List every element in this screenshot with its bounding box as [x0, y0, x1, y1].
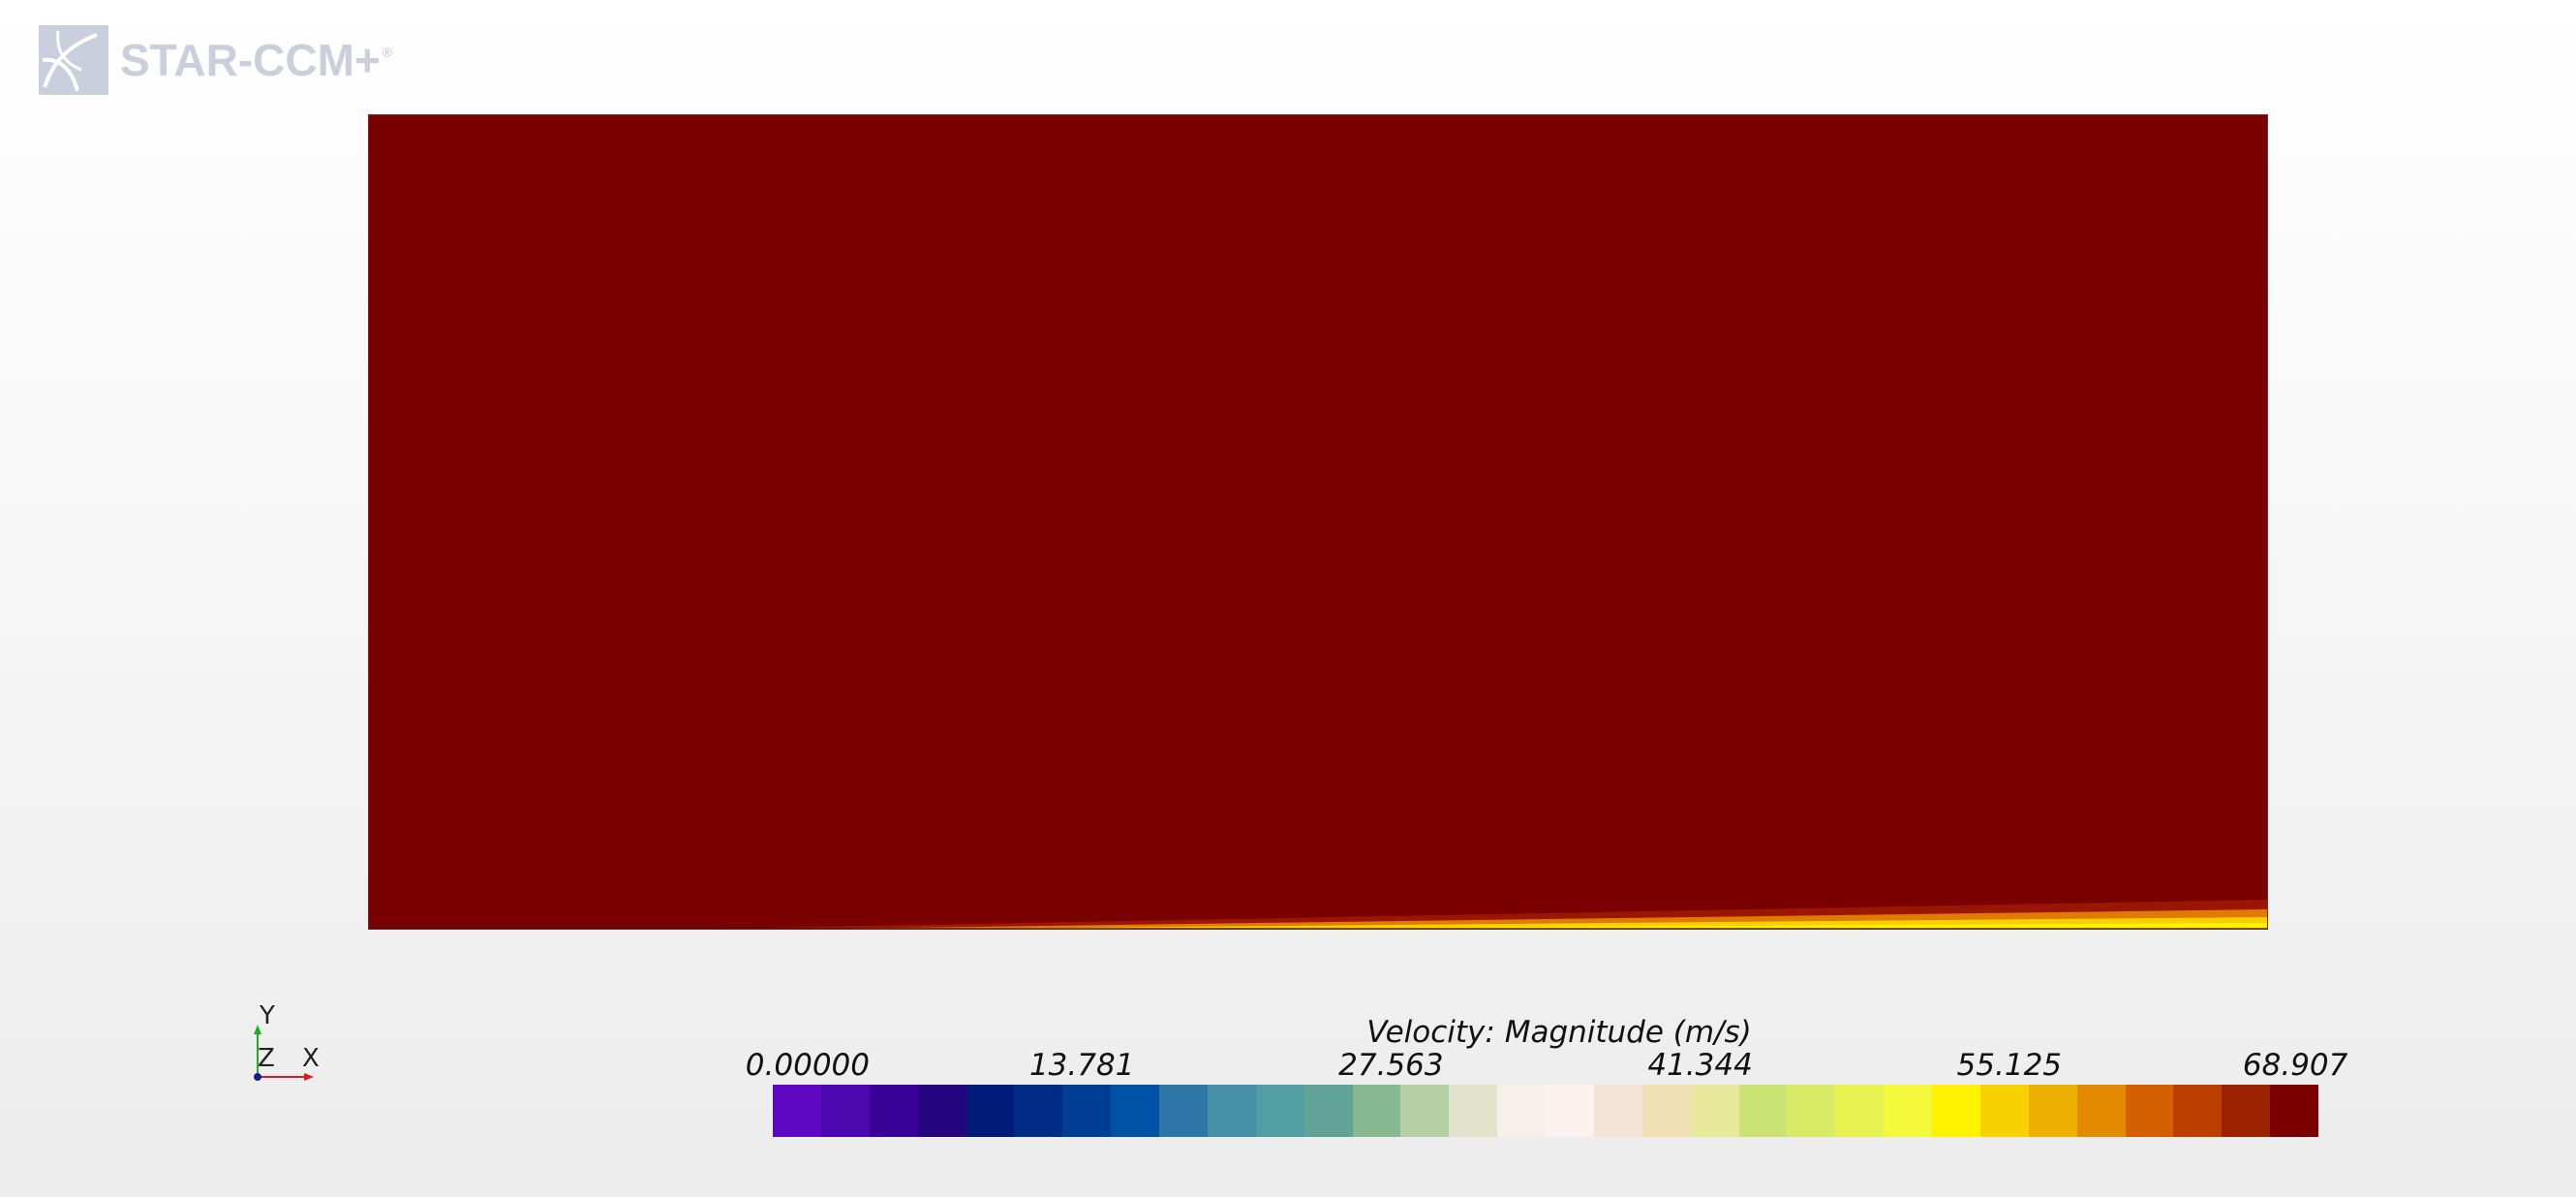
- colorbar-swatch: [1738, 1085, 1788, 1137]
- colorbar-swatch: [1787, 1085, 1836, 1137]
- colorbar-swatch: [2125, 1085, 2174, 1137]
- colorbar-swatch: [1255, 1085, 1304, 1137]
- colorbar-swatch: [1546, 1085, 1594, 1137]
- boundary-layer-yellow: [1213, 923, 2267, 929]
- colorbar-swatch: [1449, 1085, 1498, 1137]
- colorbar-swatch: [1593, 1085, 1642, 1137]
- legend-colorbar: [773, 1085, 2318, 1137]
- star-ccm-logo-icon: [39, 25, 108, 95]
- colorbar-swatch: [1207, 1085, 1256, 1137]
- legend-tick-label: 13.781: [1028, 1048, 1135, 1083]
- colorbar-swatch: [1303, 1085, 1353, 1137]
- scene-viewport[interactable]: [368, 114, 2268, 930]
- colorbar-swatch: [2076, 1085, 2126, 1137]
- legend-tick-label: 0.00000: [745, 1048, 870, 1083]
- colorbar-swatch: [2173, 1085, 2223, 1137]
- legend-tick-label: 55.125: [1956, 1048, 2063, 1083]
- triad-x-label: X: [302, 1044, 320, 1073]
- colorbar-swatch: [1835, 1085, 1885, 1137]
- triad-arrows-icon: [254, 1025, 314, 1081]
- registered-mark: ®: [382, 45, 393, 60]
- legend-tick-label: 68.907: [2242, 1048, 2348, 1083]
- colorbar-swatch: [2270, 1085, 2318, 1137]
- colorbar-swatch: [1400, 1085, 1450, 1137]
- colorbar-swatch: [773, 1085, 821, 1137]
- wall-line: [369, 928, 2267, 929]
- colorbar-swatch: [820, 1085, 870, 1137]
- logo-text: STAR-CCM+ ®: [120, 35, 393, 85]
- velocity-contour-plot: [369, 115, 2267, 929]
- triad-y-label: Y: [260, 1001, 275, 1030]
- colorbar-swatch: [1062, 1085, 1112, 1137]
- colorbar-swatch: [917, 1085, 966, 1137]
- legend-tick-label: 41.344: [1647, 1048, 1753, 1083]
- colorbar-swatch: [966, 1085, 1015, 1137]
- colorbar-swatch: [1690, 1085, 1739, 1137]
- legend-tick-label: 27.563: [1338, 1048, 1444, 1083]
- colorbar-swatch: [1497, 1085, 1546, 1137]
- triad-z-label: Z: [258, 1044, 275, 1073]
- colorbar-swatch: [1884, 1085, 1932, 1137]
- free-stream-region: [369, 115, 2267, 929]
- colorbar-swatch: [2222, 1085, 2271, 1137]
- colorbar-swatch: [869, 1085, 918, 1137]
- colorbar-swatch: [1979, 1085, 2029, 1137]
- colorbar-swatch: [1159, 1085, 1208, 1137]
- colorbar-swatch: [1352, 1085, 1401, 1137]
- star-ccm-logo: STAR-CCM+ ®: [39, 25, 392, 95]
- colorbar-swatch: [1014, 1085, 1063, 1137]
- colorbar-swatch: [2028, 1085, 2077, 1137]
- colorbar-swatch: [1641, 1085, 1691, 1137]
- legend-title: Velocity: Magnitude (m/s): [1366, 1015, 1752, 1050]
- colorbar-swatch: [1932, 1085, 1980, 1137]
- axis-triad: Y Z X: [242, 998, 329, 1085]
- colorbar-swatch: [1111, 1085, 1159, 1137]
